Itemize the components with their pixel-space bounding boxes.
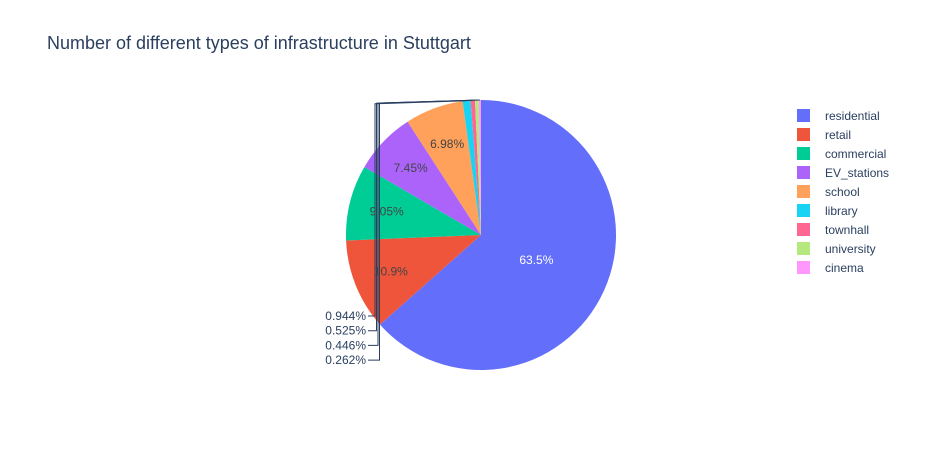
pie-slice-residential[interactable] — [379, 100, 616, 371]
legend-swatch — [797, 166, 810, 179]
legend-item-ev-stations[interactable]: EV_stations — [797, 163, 889, 182]
legend-item-school[interactable]: school — [797, 182, 889, 201]
legend-label: retail — [825, 127, 852, 142]
legend-item-commercial[interactable]: commercial — [797, 144, 889, 163]
slice-label-commercial: 9.05% — [370, 205, 404, 219]
legend-swatch — [797, 147, 810, 160]
legend-item-university[interactable]: university — [797, 239, 889, 258]
pie-slices — [346, 100, 616, 371]
legend-item-cinema[interactable]: cinema — [797, 258, 889, 277]
legend-label: townhall — [825, 222, 870, 237]
legend-swatch — [797, 261, 810, 274]
legend-swatch — [797, 185, 810, 198]
pie-slice-ev-stations[interactable] — [364, 121, 481, 235]
pie-slice-townhall[interactable] — [470, 100, 481, 236]
legend-swatch — [797, 128, 810, 141]
leader-line-cinema — [368, 99, 480, 361]
slice-label-school: 6.98% — [430, 137, 464, 151]
slice-label-cinema: 0.262% — [325, 353, 366, 367]
slice-label-retail: 10.9% — [374, 264, 408, 278]
chart-title: Number of different types of infrastruct… — [47, 33, 471, 53]
legend-label: residential — [825, 108, 880, 123]
slice-label-library: 0.944% — [325, 309, 366, 323]
legend-item-library[interactable]: library — [797, 201, 889, 220]
legend-label: university — [825, 241, 876, 256]
legend-swatch — [797, 223, 810, 236]
slice-label-townhall: 0.525% — [325, 324, 366, 338]
pie-slice-library[interactable] — [462, 100, 481, 235]
legend-label: cinema — [825, 260, 864, 275]
slice-label-university: 0.446% — [325, 338, 366, 352]
outside-label-leaders — [368, 99, 480, 361]
legend-swatch — [797, 204, 810, 217]
legend-item-townhall[interactable]: townhall — [797, 220, 889, 239]
legend-label: EV_stations — [825, 165, 890, 180]
legend-swatch — [797, 109, 810, 122]
slice-labels: 63.5% 10.9% 9.05% 7.45%6.98% 0.944%0.525%0.4… — [325, 137, 553, 367]
pie-slice-university[interactable] — [474, 100, 481, 235]
legend-label: library — [825, 203, 858, 218]
legend-item-residential[interactable]: residential — [797, 106, 889, 125]
pie-slice-school[interactable] — [407, 101, 481, 236]
legend-label: school — [825, 184, 860, 199]
pie-slice-cinema[interactable] — [478, 100, 481, 235]
slice-label-ev-stations: 7.45% — [394, 161, 428, 175]
slice-label-residential: 63.5% — [519, 253, 553, 267]
legend-label: commercial — [825, 146, 887, 161]
legend-swatch — [797, 242, 810, 255]
legend-item-retail[interactable]: retail — [797, 125, 889, 144]
